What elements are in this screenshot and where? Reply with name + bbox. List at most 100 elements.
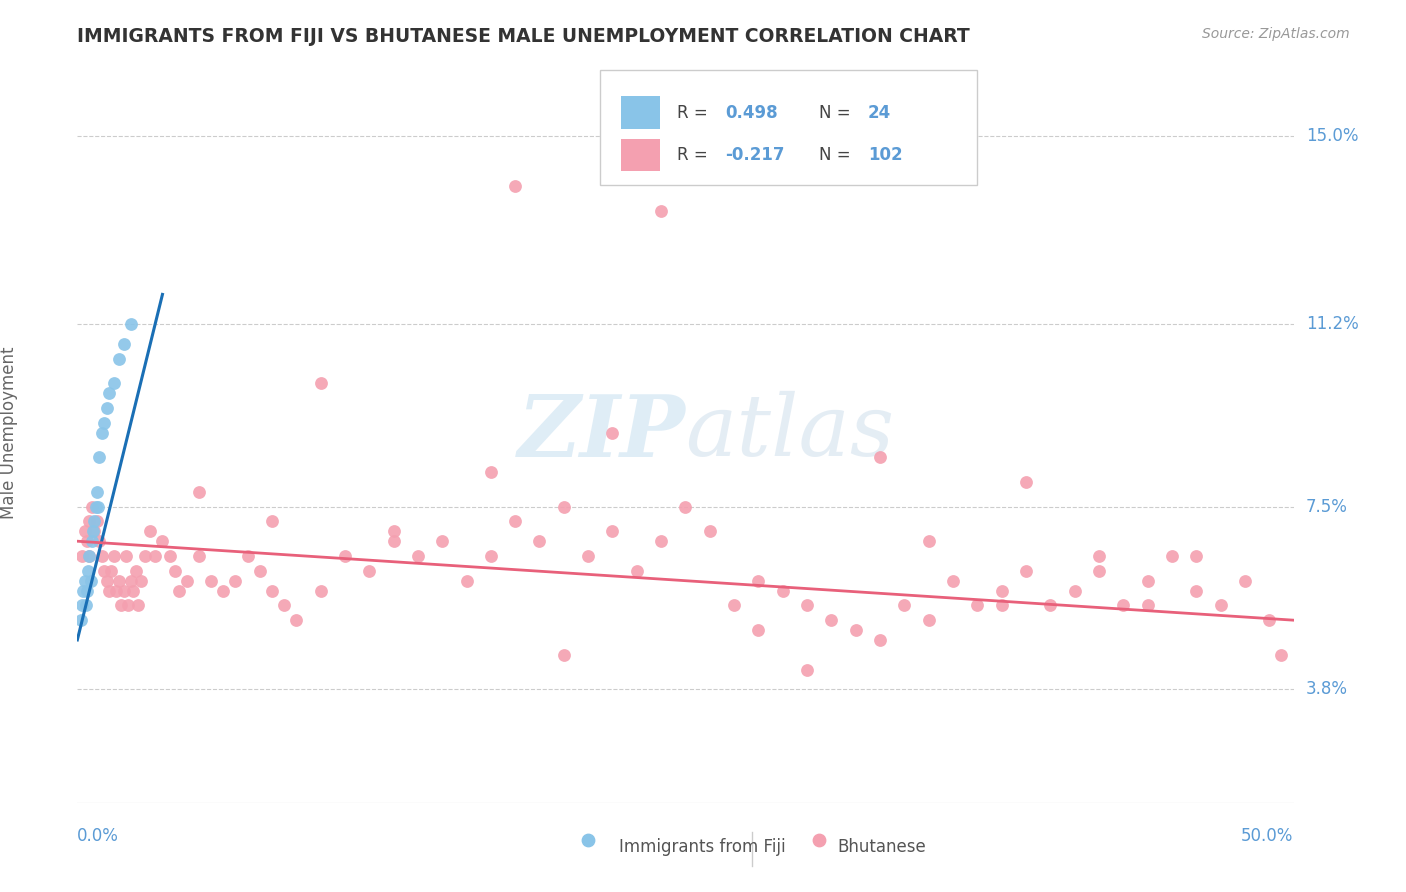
Point [1015, 475, 1038, 489]
Point [273, 599, 295, 613]
Point [796, 599, 818, 613]
Point [503, 178, 526, 193]
Text: Source: ZipAtlas.com: Source: ZipAtlas.com [1202, 27, 1350, 41]
Text: 0.0%: 0.0% [77, 828, 120, 846]
Point [1063, 583, 1085, 598]
Point [1039, 599, 1062, 613]
Point [86, 484, 108, 499]
Text: Immigrants from Fiji: Immigrants from Fiji [619, 838, 785, 856]
Point [163, 564, 186, 578]
Point [120, 317, 142, 331]
Point [602, 425, 624, 440]
Point [152, 534, 174, 549]
Point [699, 524, 721, 539]
Point [73, 574, 96, 588]
Point [97, 583, 120, 598]
Point [576, 549, 599, 563]
Point [1185, 583, 1208, 598]
Point [200, 574, 222, 588]
Point [529, 534, 551, 549]
Text: 3.8%: 3.8% [1306, 681, 1348, 698]
Point [77, 564, 100, 578]
Text: 11.2%: 11.2% [1306, 315, 1358, 333]
Point [125, 564, 148, 578]
Point [75, 599, 97, 613]
Point [918, 534, 941, 549]
Point [359, 564, 381, 578]
Point [76, 872, 98, 887]
Point [103, 549, 125, 563]
Point [503, 515, 526, 529]
Text: Bhutanese: Bhutanese [838, 838, 927, 856]
Point [236, 549, 259, 563]
Point [86, 515, 108, 529]
Point [626, 564, 648, 578]
Point [309, 376, 332, 391]
Point [1209, 599, 1232, 613]
Point [430, 534, 453, 549]
Point [309, 583, 332, 598]
Point [869, 632, 891, 647]
Point [1112, 599, 1135, 613]
Point [893, 599, 915, 613]
Point [479, 465, 502, 479]
Point [70, 549, 93, 563]
Point [112, 583, 135, 598]
Point [169, 583, 191, 598]
Point [1258, 613, 1281, 627]
Point [79, 549, 101, 563]
Point [70, 599, 93, 613]
Point [76, 583, 98, 598]
Point [212, 583, 235, 598]
Point [602, 524, 624, 539]
Text: R =: R = [676, 103, 713, 122]
Point [115, 549, 138, 563]
Point [224, 574, 246, 588]
Point [122, 583, 145, 598]
Text: ZIP: ZIP [517, 391, 686, 475]
Text: 24: 24 [868, 103, 891, 122]
Point [747, 574, 769, 588]
Text: R =: R = [676, 146, 713, 164]
Point [110, 599, 132, 613]
Point [93, 416, 115, 430]
Point [79, 549, 101, 563]
Point [1015, 564, 1038, 578]
Point [82, 524, 104, 539]
Text: 15.0%: 15.0% [1306, 128, 1358, 145]
Point [285, 613, 308, 627]
Point [89, 534, 111, 549]
Point [93, 564, 115, 578]
Point [82, 872, 104, 887]
Point [1185, 549, 1208, 563]
Point [188, 484, 211, 499]
Point [675, 500, 697, 514]
Point [120, 574, 142, 588]
Point [80, 574, 103, 588]
Text: -0.217: -0.217 [725, 146, 785, 164]
Point [456, 574, 478, 588]
Point [260, 515, 283, 529]
Point [1088, 564, 1111, 578]
Point [100, 564, 122, 578]
Point [820, 613, 842, 627]
Point [129, 574, 152, 588]
Point [772, 583, 794, 598]
Point [1136, 599, 1159, 613]
Point [479, 549, 502, 563]
Point [76, 534, 98, 549]
Point [90, 549, 112, 563]
Point [869, 450, 891, 465]
Point [249, 564, 271, 578]
Text: N =: N = [820, 146, 856, 164]
Point [1136, 574, 1159, 588]
Point [747, 623, 769, 637]
Point [80, 534, 103, 549]
Text: 0.498: 0.498 [725, 103, 778, 122]
Point [845, 623, 868, 637]
Point [143, 549, 166, 563]
Point [333, 549, 356, 563]
Point [382, 534, 405, 549]
Point [406, 549, 429, 563]
Point [553, 500, 575, 514]
